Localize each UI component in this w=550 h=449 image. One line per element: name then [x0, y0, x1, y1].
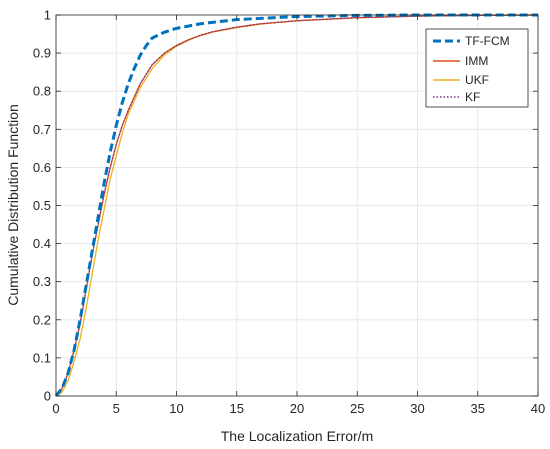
x-tick-label: 20: [290, 401, 304, 416]
x-tick-label: 10: [169, 401, 183, 416]
y-tick-label: 1: [44, 8, 51, 23]
y-tick-label: 0: [44, 389, 51, 404]
y-tick-label: 0.9: [33, 46, 51, 61]
tick-group: 0 5 10 15 20 25 30 35 40 0 0.1 0.2 0.3 0.4 0.5 0.6 0.7 0.…: [33, 8, 545, 417]
y-tick-label: 0.5: [33, 198, 51, 213]
y-tick-label: 0.6: [33, 160, 51, 175]
y-tick-label: 0.4: [33, 236, 51, 251]
x-tick-label: 25: [350, 401, 364, 416]
legend-label-imm: IMM: [465, 54, 488, 68]
legend-label-ukf: UKF: [465, 73, 489, 87]
x-axis-label: The Localization Error/m: [221, 428, 374, 444]
x-tick-label: 35: [471, 401, 485, 416]
legend-box: [425, 28, 529, 108]
x-tick-label: 0: [52, 401, 59, 416]
y-tick-label: 0.1: [33, 350, 51, 365]
legend: TF-FCM IMM UKF KF: [425, 28, 529, 108]
y-tick-label: 0.2: [33, 312, 51, 327]
y-axis-label: Cumulative Distribution Function: [5, 104, 21, 306]
legend-label-kf: KF: [465, 90, 480, 104]
x-tick-label: 5: [113, 401, 120, 416]
y-tick-label: 0.7: [33, 122, 51, 137]
x-tick-label: 30: [410, 401, 424, 416]
x-tick-label: 15: [230, 401, 244, 416]
y-tick-label: 0.8: [33, 84, 51, 99]
legend-label-tf-fcm: TF-FCM: [465, 34, 510, 48]
x-tick-label: 40: [531, 401, 545, 416]
y-tick-label: 0.3: [33, 274, 51, 289]
